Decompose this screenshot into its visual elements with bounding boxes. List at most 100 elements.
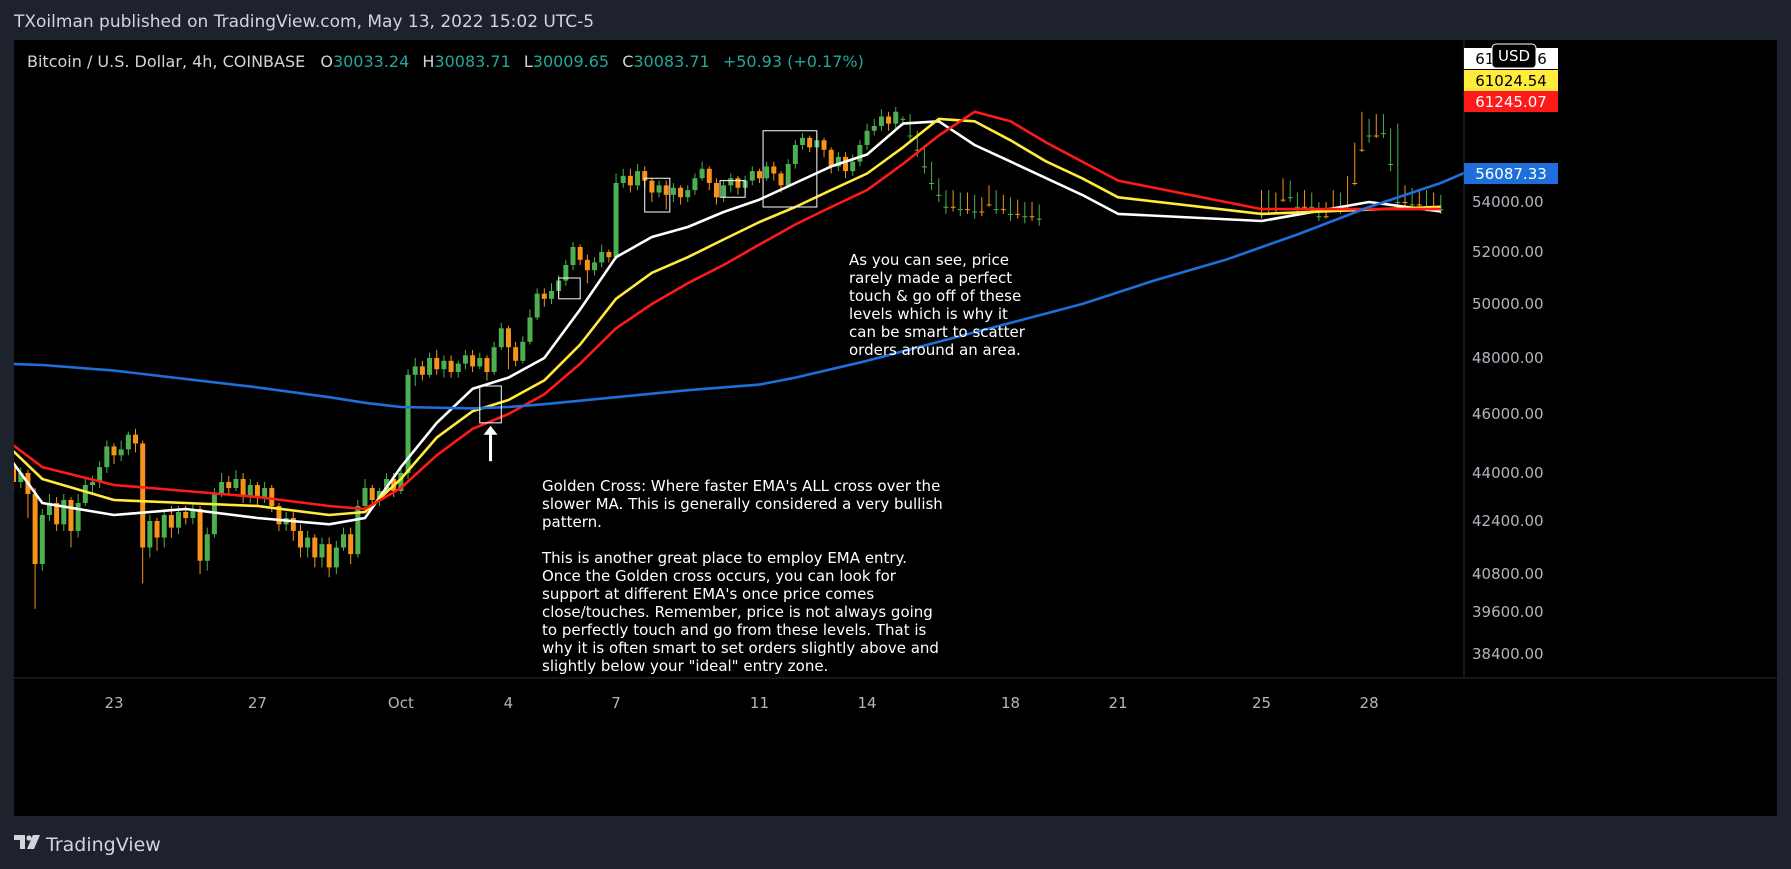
candle (527, 309, 533, 345)
candle (735, 175, 741, 195)
x-tick-label: 27 (248, 694, 267, 712)
candle (685, 185, 691, 202)
low-value: 30009.65 (532, 52, 610, 71)
candle (692, 173, 698, 195)
candle (792, 140, 798, 169)
y-tick-label: 40800.00 (1472, 565, 1544, 583)
series-line-3 (14, 110, 1441, 511)
candle (68, 497, 74, 548)
candle (54, 497, 60, 531)
y-tick-label: 54000.00 (1472, 193, 1544, 211)
candle (541, 288, 547, 307)
candle (46, 494, 52, 521)
candle (613, 173, 619, 260)
tradingview-brand[interactable]: TradingView (46, 834, 161, 856)
candle (771, 161, 777, 181)
candle (663, 180, 669, 210)
candle (204, 527, 210, 571)
candle (1022, 202, 1028, 224)
highlight-box (719, 180, 746, 198)
candle (427, 352, 433, 378)
candle (592, 257, 598, 276)
currency-badge[interactable]: USD (1491, 43, 1537, 69)
candle (785, 159, 791, 188)
top-bar: TXoilman published on TradingView.com, M… (0, 0, 1791, 40)
candle (477, 352, 483, 370)
candle (25, 470, 31, 518)
candle (226, 476, 232, 494)
candle (721, 180, 727, 202)
y-tick-label: 42400.00 (1472, 512, 1544, 530)
candle (921, 145, 927, 174)
candle (39, 509, 45, 571)
candle (620, 168, 626, 188)
candle (197, 506, 203, 574)
candle (893, 107, 899, 129)
tradingview-logo-icon (14, 835, 40, 849)
y-tick-label: 52000.00 (1472, 243, 1544, 261)
candle (570, 242, 576, 271)
candle (1380, 114, 1386, 138)
candle (936, 178, 942, 202)
y-tick-label: 46000.00 (1472, 405, 1544, 423)
x-tick-label: 11 (750, 694, 769, 712)
candle (133, 428, 139, 453)
candle (649, 178, 655, 202)
x-tick-label: 25 (1252, 694, 1271, 712)
candle (577, 244, 583, 265)
candle (548, 283, 554, 304)
candle (534, 288, 540, 321)
candle (1000, 194, 1006, 214)
price-tag: 61245.07 (1464, 91, 1558, 112)
candle (75, 494, 81, 538)
candle (61, 494, 67, 531)
candle (111, 443, 117, 465)
candle (1302, 190, 1308, 210)
symbol-legend: Bitcoin / U.S. Dollar, 4h, COINBASE O300… (27, 52, 864, 71)
currency-badge-label: USD (1498, 47, 1530, 65)
candle (599, 244, 605, 268)
candle (764, 161, 770, 181)
candle (1008, 197, 1013, 221)
price-tag: 61024.54 (1464, 70, 1558, 91)
candle (419, 360, 425, 381)
chart-canvas[interactable]: 58000.0054000.0052000.0050000.0048000.00… (14, 40, 1777, 816)
x-tick-label: 28 (1360, 694, 1379, 712)
candle (986, 185, 992, 207)
candle (972, 194, 978, 219)
candle (993, 190, 999, 214)
candle (147, 515, 153, 558)
x-tick-label: 14 (858, 694, 877, 712)
series-line-1 (14, 120, 1441, 526)
price-tag-label: 61245.07 (1475, 93, 1547, 111)
candle (369, 485, 375, 506)
y-tick-label: 38400.00 (1472, 645, 1544, 663)
candle (1036, 204, 1042, 226)
candle (1359, 111, 1365, 153)
candle (233, 470, 239, 491)
candle (32, 488, 38, 609)
low-label: L (523, 52, 533, 71)
candle (1373, 114, 1379, 138)
candle (907, 114, 913, 143)
candle (678, 185, 684, 205)
candle (1273, 192, 1279, 214)
symbol-name: Bitcoin / U.S. Dollar, 4h, COINBASE (27, 52, 306, 71)
candle (828, 147, 834, 174)
candle (455, 360, 461, 378)
candle (606, 249, 612, 263)
candle (1029, 202, 1035, 221)
series-line-4 (14, 171, 1464, 410)
candle (247, 479, 253, 503)
candle (434, 349, 440, 375)
candle (161, 509, 167, 548)
candle (563, 259, 569, 286)
chart-area[interactable]: 58000.0054000.0052000.0050000.0048000.00… (14, 40, 1777, 816)
y-tick-label: 48000.00 (1472, 349, 1544, 367)
price-tag-label: 56087.33 (1475, 165, 1547, 183)
candle (857, 140, 863, 167)
candle (326, 537, 332, 578)
highlight-box (479, 385, 502, 424)
candle (412, 358, 418, 386)
candle (362, 479, 368, 509)
